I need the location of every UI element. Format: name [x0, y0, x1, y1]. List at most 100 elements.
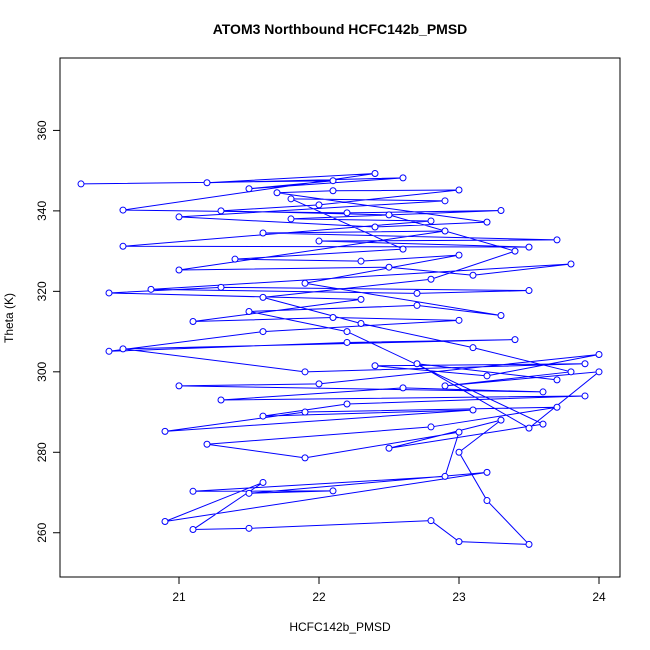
y-axis-label: Theta (K) — [2, 293, 16, 343]
point — [413, 289, 421, 297]
point — [455, 186, 463, 194]
point — [189, 318, 197, 326]
x-axis-label: HCFC142b_PMSD — [289, 620, 391, 634]
point — [483, 468, 491, 476]
point — [259, 328, 267, 336]
point — [105, 347, 113, 355]
point — [329, 487, 337, 495]
point — [357, 257, 365, 265]
point — [217, 396, 225, 404]
point — [483, 218, 491, 226]
point — [329, 314, 337, 321]
point — [385, 263, 393, 271]
point — [511, 336, 519, 344]
point — [203, 440, 211, 448]
point — [441, 472, 449, 480]
point — [273, 189, 281, 197]
point — [343, 400, 351, 408]
point — [469, 271, 477, 279]
point — [301, 279, 309, 287]
x-tick-label: 23 — [452, 590, 466, 604]
point — [553, 236, 561, 244]
point — [371, 169, 379, 177]
point — [203, 179, 211, 187]
point — [455, 448, 463, 456]
point — [161, 517, 169, 525]
point — [287, 195, 295, 203]
point — [525, 540, 533, 548]
point — [371, 223, 379, 231]
point — [105, 289, 113, 297]
point — [217, 207, 225, 215]
point — [357, 320, 365, 328]
point — [399, 174, 407, 182]
point — [175, 382, 183, 390]
point — [413, 301, 421, 309]
x-tick-label: 21 — [172, 590, 186, 604]
point — [287, 215, 295, 223]
point — [595, 368, 603, 376]
point — [343, 338, 351, 346]
point — [301, 368, 309, 376]
point — [259, 293, 267, 301]
point — [441, 382, 449, 390]
point — [301, 454, 309, 462]
point — [217, 283, 225, 291]
point — [427, 217, 435, 225]
point — [567, 368, 575, 376]
x-tick-label: 22 — [312, 590, 326, 604]
point — [553, 376, 561, 384]
point — [259, 478, 267, 486]
plot-frame — [59, 57, 621, 578]
point — [77, 180, 85, 188]
point — [399, 245, 407, 253]
point — [343, 209, 351, 217]
point — [427, 517, 435, 525]
point — [497, 416, 505, 424]
point — [497, 311, 505, 319]
point — [245, 307, 253, 315]
point — [161, 427, 169, 435]
point — [189, 487, 197, 495]
point — [441, 227, 449, 235]
point — [245, 489, 253, 497]
point — [567, 260, 575, 268]
point — [483, 497, 491, 505]
point — [315, 380, 323, 388]
point — [441, 197, 449, 205]
point — [455, 251, 463, 259]
point — [469, 344, 477, 352]
point — [455, 428, 463, 436]
point — [231, 255, 239, 263]
point — [371, 362, 379, 370]
point — [525, 424, 533, 432]
point — [385, 211, 393, 219]
point — [483, 372, 491, 380]
y-tick-label: 360 — [35, 120, 49, 140]
point — [525, 287, 533, 295]
point — [343, 328, 351, 336]
point — [175, 213, 183, 221]
point — [581, 392, 589, 400]
point — [189, 526, 197, 534]
point — [413, 360, 421, 368]
point — [357, 295, 365, 303]
point — [595, 351, 603, 359]
point — [259, 412, 267, 420]
point — [539, 388, 547, 396]
point — [329, 187, 337, 195]
point — [553, 403, 561, 411]
point — [427, 423, 435, 431]
point — [147, 285, 155, 293]
point — [119, 345, 127, 353]
point — [427, 275, 435, 283]
point — [259, 229, 267, 237]
y-tick-label: 260 — [35, 522, 49, 542]
point — [539, 420, 547, 428]
point — [119, 242, 127, 250]
point — [455, 538, 463, 546]
point — [315, 201, 323, 209]
point — [385, 444, 393, 452]
point — [511, 247, 519, 255]
